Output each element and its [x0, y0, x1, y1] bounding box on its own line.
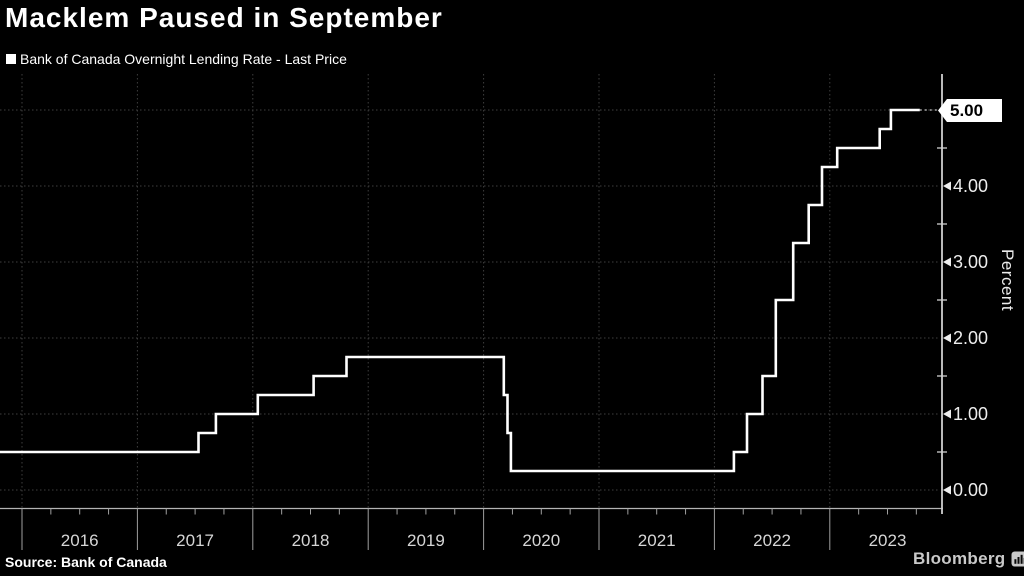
y-axis-tick-label: 4.00 — [953, 176, 988, 196]
y-axis-tick-label: 0.00 — [953, 480, 988, 500]
y-axis-tick-label: 3.00 — [953, 252, 988, 272]
y-axis-tick-label: 2.00 — [953, 328, 988, 348]
last-price-value: 5.00 — [950, 101, 984, 120]
y-tick-arrow — [943, 181, 951, 191]
y-tick-arrow — [943, 333, 951, 343]
x-axis-year-label: 2019 — [407, 531, 445, 550]
x-axis-year-label: 2020 — [522, 531, 560, 550]
x-axis-year-label: 2023 — [869, 531, 907, 550]
bloomberg-terminal-icon — [1011, 551, 1024, 566]
y-axis-tick-label: 1.00 — [953, 404, 988, 424]
source-note: Source: Bank of Canada — [5, 554, 167, 570]
legend-series-label: Bank of Canada Overnight Lending Rate - … — [20, 51, 347, 67]
legend: Bank of Canada Overnight Lending Rate - … — [6, 51, 347, 67]
x-axis-year-label: 2018 — [292, 531, 330, 550]
last-price-flag: 5.00 — [938, 99, 1002, 122]
y-axis-title: Percent — [998, 249, 1017, 312]
y-tick-arrow — [943, 409, 951, 419]
y-tick-arrow — [943, 485, 951, 495]
rate-step-line — [0, 108, 920, 473]
x-axis-year-label: 2016 — [61, 531, 99, 550]
x-axis-year-label: 2017 — [176, 531, 214, 550]
x-axis-year-label: 2021 — [638, 531, 676, 550]
legend-series-marker — [6, 54, 16, 64]
x-axis-year-label: 2022 — [753, 531, 791, 550]
bloomberg-branding: Bloomberg — [913, 549, 1024, 569]
y-tick-arrow — [943, 257, 951, 267]
bloomberg-wordmark: Bloomberg — [913, 549, 1006, 568]
page-title: Macklem Paused in September — [5, 2, 443, 33]
